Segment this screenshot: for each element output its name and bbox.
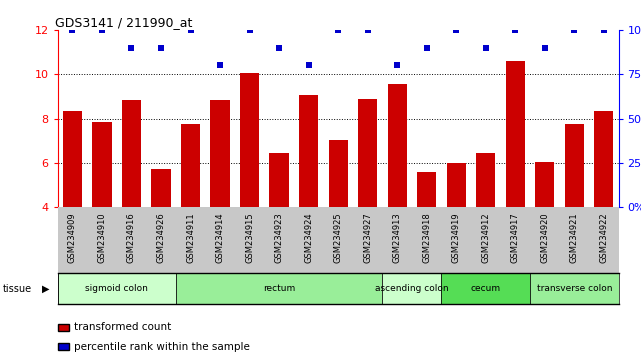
Text: GSM234926: GSM234926 [156,212,165,263]
Text: GSM234916: GSM234916 [127,212,136,263]
Point [363,27,373,33]
Bar [530,273,619,304]
Point [126,45,137,51]
Bar [417,172,437,207]
Text: GSM234914: GSM234914 [215,212,224,263]
Bar [594,111,613,207]
Text: GSM234918: GSM234918 [422,212,431,263]
Text: GSM234910: GSM234910 [97,212,106,263]
Bar [176,273,383,304]
Text: GSM234921: GSM234921 [570,212,579,263]
Point [510,27,520,33]
Text: GSM234925: GSM234925 [333,212,343,263]
Text: GSM234915: GSM234915 [245,212,254,263]
Text: GSM234924: GSM234924 [304,212,313,263]
Point [244,27,254,33]
Text: ▶: ▶ [42,284,50,293]
Text: GSM234909: GSM234909 [68,212,77,263]
Text: ascending colon: ascending colon [375,284,449,293]
Text: GSM234923: GSM234923 [274,212,283,263]
Bar [447,163,466,207]
Text: GSM234912: GSM234912 [481,212,490,263]
Point [599,27,609,33]
Point [97,27,107,33]
Point [451,27,462,33]
Point [274,45,284,51]
Bar [476,153,495,207]
Point [185,27,196,33]
Point [303,63,313,68]
Point [67,27,78,33]
Bar [151,170,171,207]
Text: transverse colon: transverse colon [537,284,612,293]
Point [392,63,403,68]
Point [481,45,491,51]
Bar [506,61,525,207]
Point [540,45,550,51]
Bar [565,124,584,207]
Bar [181,124,200,207]
Point [569,27,579,33]
Bar [240,73,259,207]
Point [422,45,432,51]
Text: GDS3141 / 211990_at: GDS3141 / 211990_at [55,16,192,29]
Point [333,27,344,33]
Bar [299,95,318,207]
Text: tissue: tissue [3,284,32,293]
Bar [122,100,141,207]
Text: transformed count: transformed count [74,322,171,332]
Text: GSM234913: GSM234913 [393,212,402,263]
Bar [388,84,407,207]
Text: GSM234911: GSM234911 [186,212,195,263]
Bar [358,99,378,207]
Bar [383,273,442,304]
Text: GSM234927: GSM234927 [363,212,372,263]
Bar [92,122,112,207]
Text: GSM234917: GSM234917 [511,212,520,263]
Text: percentile rank within the sample: percentile rank within the sample [74,342,249,352]
Bar [58,273,176,304]
Text: rectum: rectum [263,284,296,293]
Bar [442,273,530,304]
Text: GSM234922: GSM234922 [599,212,608,263]
Text: GSM234919: GSM234919 [452,212,461,263]
Point [215,63,225,68]
Bar [329,139,347,207]
Text: cecum: cecum [470,284,501,293]
Bar [535,162,554,207]
Point [156,45,166,51]
Text: sigmoid colon: sigmoid colon [85,284,148,293]
Text: GSM234920: GSM234920 [540,212,549,263]
Bar [210,100,229,207]
Bar [269,153,288,207]
Bar [63,111,82,207]
